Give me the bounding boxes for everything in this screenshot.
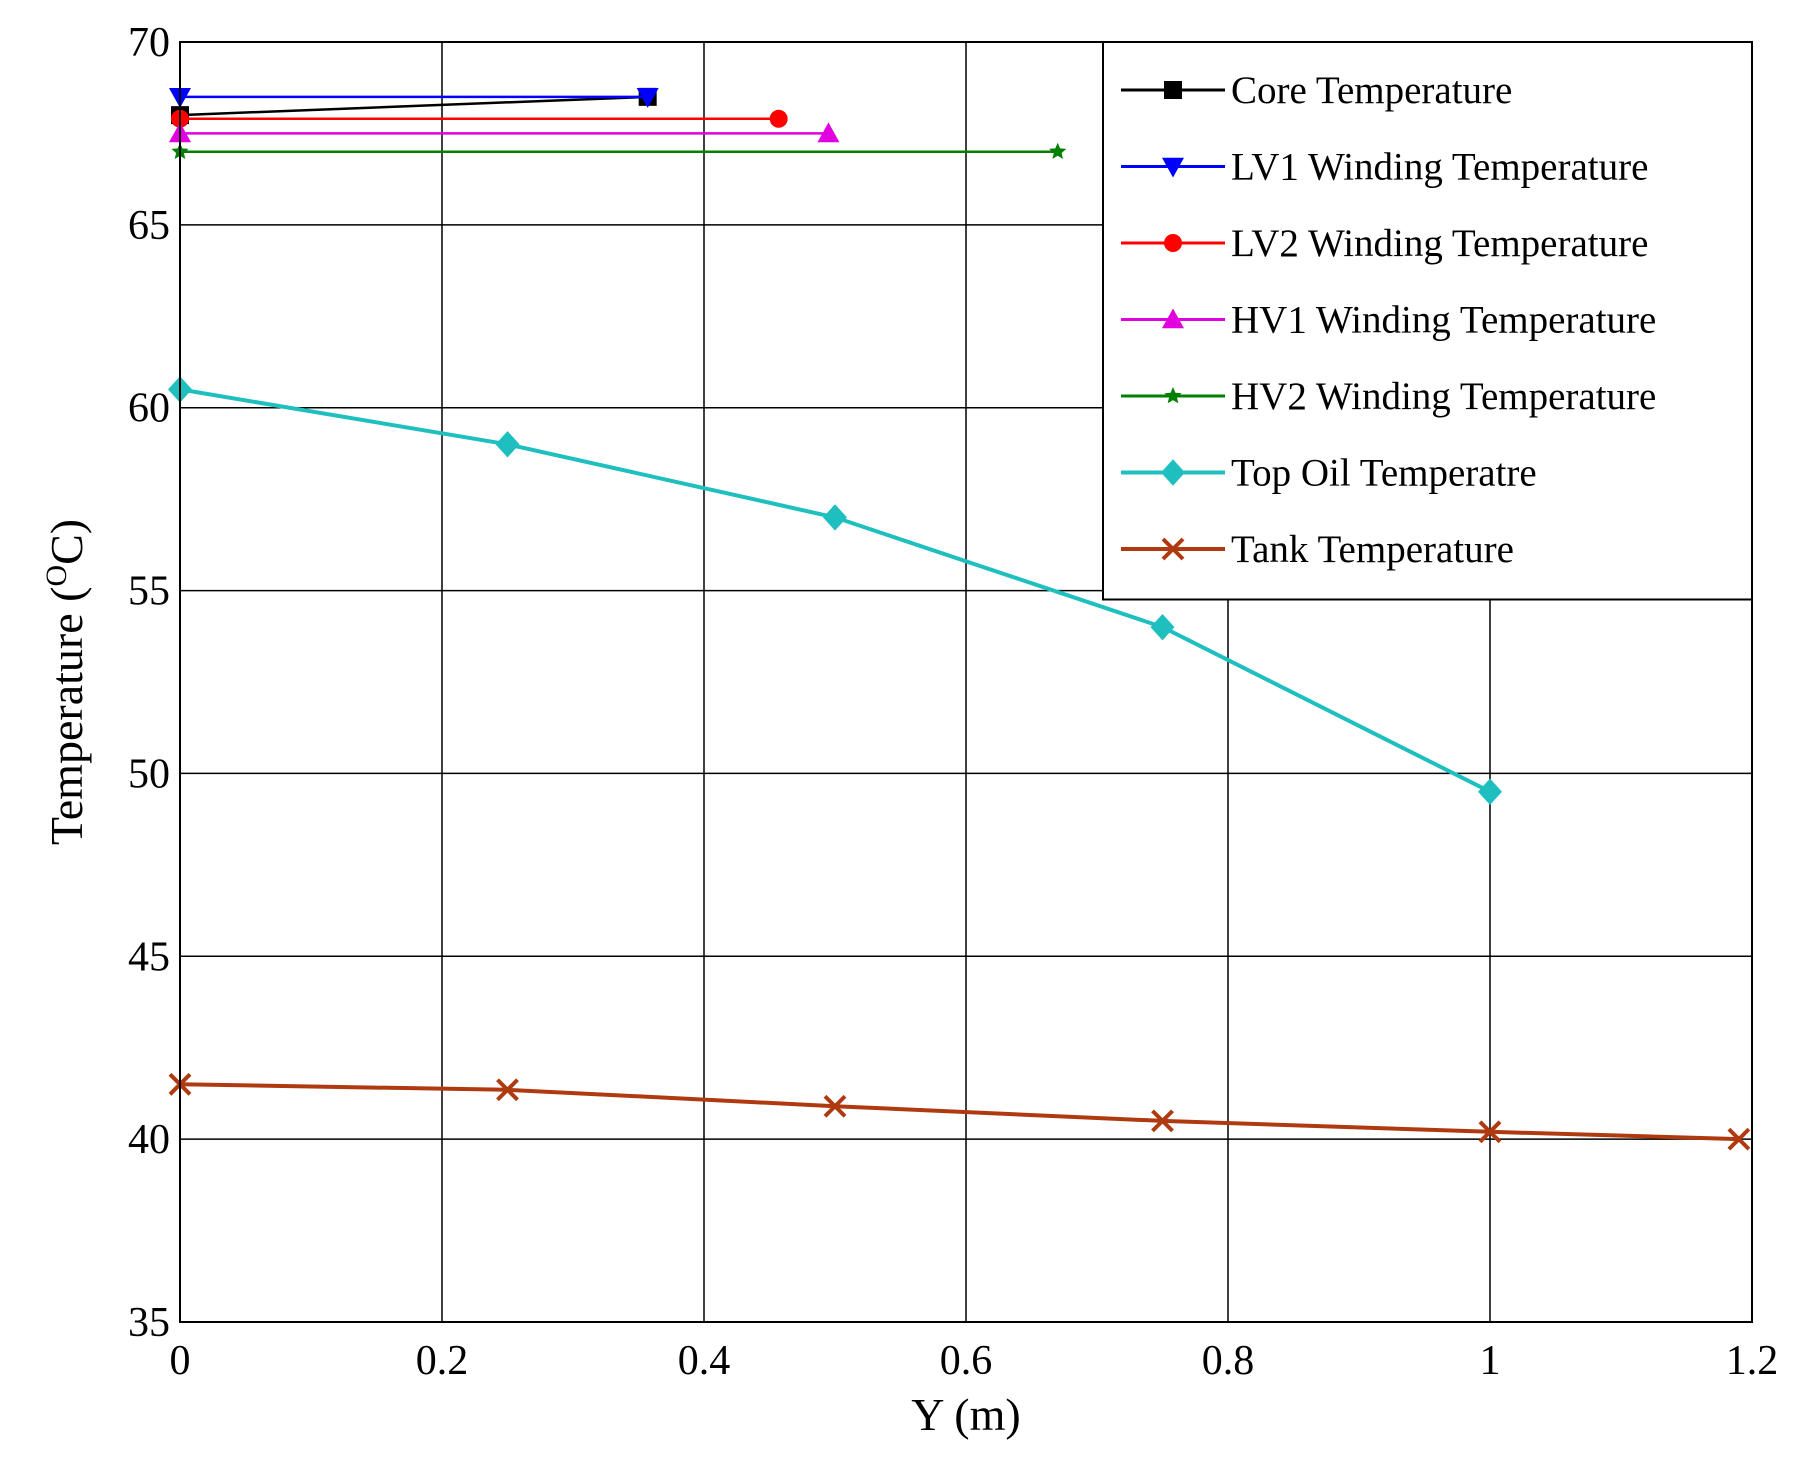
data-point — [1478, 1120, 1502, 1144]
series-line — [179, 1082, 1739, 1142]
data-point — [1478, 778, 1502, 805]
legend-label: Tank Temperature — [1231, 528, 1514, 571]
data-point — [1727, 1127, 1751, 1151]
data-point — [823, 504, 847, 531]
legend-item: LV2 Winding Temperature — [1121, 222, 1648, 265]
data-point — [769, 109, 788, 128]
x-axis-title: Y (m) — [911, 1389, 1020, 1440]
y-axis-title-unit: C) — [41, 519, 92, 565]
legend-marker — [1161, 537, 1185, 561]
y-tick-label: 65 — [128, 203, 170, 249]
tick-labels: 0 0.2 0.4 0.6 0.8 1 1.2 35 40 45 50 55 60 65 70 — [128, 20, 1778, 1384]
series-6 — [168, 1072, 1751, 1151]
x-tick-label: 0.4 — [678, 1338, 731, 1384]
y-tick-label: 60 — [128, 386, 170, 432]
data-point — [1150, 613, 1175, 641]
legend: Core Temperature LV1 Winding Temperature L… — [1102, 41, 1753, 601]
series-layer — [168, 87, 1751, 1151]
legend-marker — [1164, 387, 1182, 404]
x-tick-label: 0.8 — [1202, 1338, 1255, 1384]
data-point — [1151, 1109, 1174, 1133]
legend-label: Top Oil Temperatre — [1231, 452, 1537, 495]
data-point — [496, 1078, 519, 1102]
x-tick-label: 1.2 — [1726, 1338, 1779, 1384]
legend-item: LV1 Winding Temperature — [1121, 146, 1648, 189]
legend-label: LV1 Winding Temperature — [1231, 146, 1648, 189]
y-tick-label: 50 — [128, 751, 170, 797]
legend-label: HV1 Winding Temperature — [1231, 299, 1656, 342]
legend-item: Core Temperature — [1121, 69, 1512, 112]
legend-marker — [1162, 308, 1184, 329]
y-tick-label: 40 — [128, 1117, 170, 1163]
legend-marker — [1162, 157, 1184, 178]
legend-item: Tank Temperature — [1121, 528, 1514, 571]
legend-marker — [1164, 81, 1182, 99]
legend-item: Top Oil Temperatre — [1121, 452, 1537, 495]
legend-marker — [1164, 234, 1182, 252]
legend-item: HV1 Winding Temperature — [1121, 299, 1656, 342]
legend-label: LV2 Winding Temperature — [1231, 222, 1648, 265]
legend-label: HV2 Winding Temperature — [1231, 375, 1656, 418]
y-axis-title-superscript: O — [40, 565, 73, 587]
y-tick-label: 55 — [128, 569, 170, 615]
x-tick-label: 0 — [170, 1338, 191, 1384]
y-tick-label: 45 — [128, 934, 170, 980]
y-tick-label: 70 — [128, 20, 170, 66]
legend-marker — [1161, 459, 1185, 486]
x-tick-label: 0.6 — [940, 1338, 993, 1384]
data-point — [823, 1094, 847, 1118]
y-tick-label: 35 — [128, 1300, 170, 1346]
legend-label: Core Temperature — [1231, 69, 1512, 112]
data-point — [817, 122, 840, 143]
data-point — [636, 88, 659, 108]
plot-frame — [179, 41, 1753, 1323]
series-line — [179, 95, 648, 117]
data-point — [495, 431, 520, 458]
legend-item: HV2 Winding Temperature — [1121, 375, 1656, 418]
x-tick-label: 1 — [1480, 1338, 1501, 1384]
y-axis-title-main: Temperature ( — [41, 587, 92, 846]
data-point — [1049, 142, 1067, 159]
x-tick-label: 0.2 — [416, 1338, 469, 1384]
y-axis-title: Temperature (OC) — [40, 519, 93, 845]
